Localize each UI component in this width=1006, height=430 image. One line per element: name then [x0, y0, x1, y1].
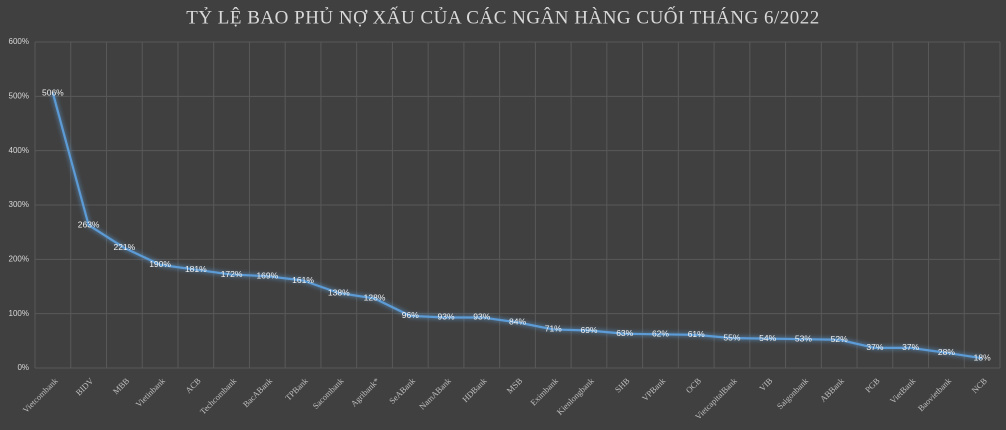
data-label: 172% — [221, 269, 243, 279]
data-label: 61% — [688, 329, 705, 339]
data-label: 93% — [438, 312, 455, 322]
y-tick-label: 600% — [9, 37, 29, 46]
data-label: 62% — [652, 329, 669, 339]
data-label: 55% — [723, 332, 740, 342]
y-tick-label: 100% — [9, 309, 29, 318]
data-label: 37% — [902, 342, 919, 352]
data-label: 52% — [831, 334, 848, 344]
y-tick-label: 300% — [9, 200, 29, 209]
y-tick-label: 500% — [9, 91, 29, 100]
data-label: 96% — [402, 310, 419, 320]
data-label: 506% — [42, 87, 64, 97]
y-tick-label: 400% — [9, 146, 29, 155]
data-label: 84% — [509, 317, 526, 327]
data-label: 71% — [545, 324, 562, 334]
data-label: 169% — [256, 270, 278, 280]
y-tick-label: 200% — [9, 254, 29, 263]
data-label: 138% — [328, 287, 350, 297]
data-label: 263% — [78, 219, 100, 229]
data-label: 63% — [616, 328, 633, 338]
data-label: 18% — [974, 352, 991, 362]
data-label: 37% — [866, 342, 883, 352]
data-label: 69% — [580, 325, 597, 335]
line — [51, 92, 983, 360]
y-tick-label: 0% — [17, 363, 29, 372]
data-label: 28% — [938, 347, 955, 357]
data-label: 53% — [795, 333, 812, 343]
data-label: 54% — [759, 333, 776, 343]
data-label: 161% — [292, 275, 314, 285]
data-label: 181% — [185, 264, 207, 274]
data-label: 221% — [113, 242, 135, 252]
data-label: 190% — [149, 259, 171, 269]
data-label: 128% — [364, 293, 386, 303]
chart-title: TỶ LỆ BAO PHỦ NỢ XẤU CỦA CÁC NGÂN HÀNG C… — [186, 6, 820, 28]
data-label: 93% — [473, 312, 490, 322]
